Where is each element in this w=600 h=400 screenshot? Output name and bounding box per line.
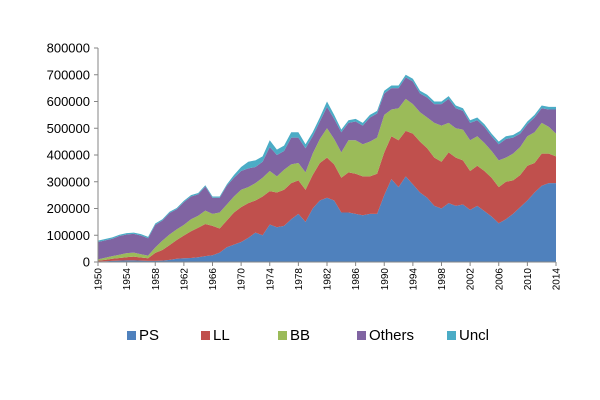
y-tick-label: 800000 bbox=[47, 41, 90, 56]
x-tick-label: 2006 bbox=[494, 268, 505, 291]
y-tick-label: 100000 bbox=[47, 228, 90, 243]
x-tick-label: 1998 bbox=[437, 268, 448, 291]
x-tick-label: 1990 bbox=[380, 268, 391, 291]
legend-swatch-uncl bbox=[447, 331, 456, 340]
y-tick-label: 200000 bbox=[47, 201, 90, 216]
legend-label-uncl: Uncl bbox=[459, 327, 489, 344]
y-tick-label: 600000 bbox=[47, 94, 90, 109]
x-tick-label: 2010 bbox=[523, 268, 534, 291]
x-tick-label: 1958 bbox=[151, 268, 162, 291]
y-axis-ticks: 0 100000 200000 300000 400000 500000 600000 700… bbox=[47, 41, 98, 270]
legend-label-others: Others bbox=[369, 327, 414, 344]
y-tick-label: 500000 bbox=[47, 121, 90, 136]
area-ll bbox=[98, 130, 556, 262]
area-others bbox=[98, 77, 556, 260]
legend-label-bb: BB bbox=[290, 327, 310, 344]
x-tick-label: 1994 bbox=[408, 268, 419, 291]
y-tick-label: 700000 bbox=[47, 67, 90, 82]
y-tick-label: 300000 bbox=[47, 174, 90, 189]
legend-swatch-others bbox=[357, 331, 366, 340]
x-tick-label: 1954 bbox=[122, 268, 133, 291]
x-tick-label: 1978 bbox=[294, 268, 305, 291]
y-tick-label: 0 bbox=[83, 255, 90, 270]
x-tick-label: 1986 bbox=[351, 268, 362, 291]
y-tick-label: 400000 bbox=[47, 148, 90, 163]
legend-swatch-ll bbox=[201, 331, 210, 340]
area-ps bbox=[98, 176, 556, 262]
x-tick-label: 1950 bbox=[94, 268, 105, 291]
legend-swatch-ps bbox=[127, 331, 136, 340]
area-bb bbox=[98, 98, 556, 261]
x-tick-label: 1970 bbox=[237, 268, 248, 291]
legend-swatch-bb bbox=[278, 331, 287, 340]
x-tick-label: 2002 bbox=[466, 268, 477, 291]
legend-label-ll: LL bbox=[213, 327, 230, 344]
x-tick-label: 1966 bbox=[208, 268, 219, 291]
chart-areas bbox=[98, 74, 556, 262]
x-tick-label: 1974 bbox=[265, 268, 276, 291]
x-tick-label: 2014 bbox=[552, 268, 563, 291]
chart-legend: PS LL BB Others Uncl bbox=[127, 327, 489, 344]
legend-label-ps: PS bbox=[139, 327, 159, 344]
x-tick-label: 1982 bbox=[323, 268, 334, 291]
x-tick-label: 1962 bbox=[179, 268, 190, 291]
x-axis-ticks: 1950 1954 1958 1962 1966 1970 1974 1978 1982 1986… bbox=[94, 262, 563, 290]
